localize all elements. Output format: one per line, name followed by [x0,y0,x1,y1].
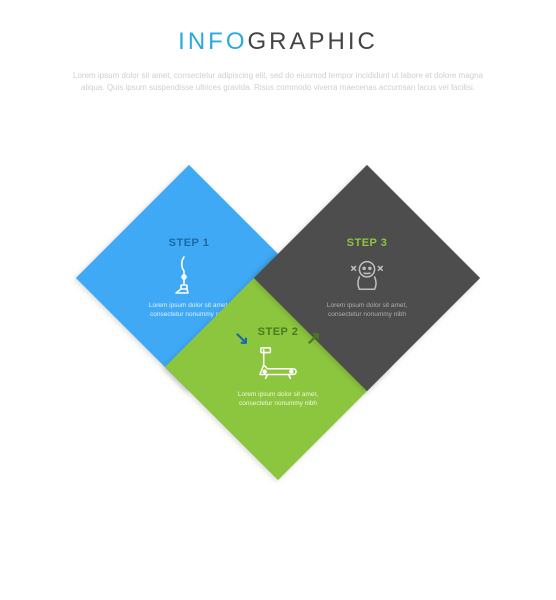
title-segment-2: graphic [247,28,377,55]
step-label: Step 2 [258,326,299,338]
title-segment-1: Info [178,28,247,55]
step-lorem: Lorem ipsum dolor sit amet, consectetur … [317,301,417,319]
header: Infographic Lorem ipsum dolor sit amet, … [0,0,556,94]
deaf-person-icon [347,255,387,295]
treadmill-icon [258,344,298,384]
diamond-step2: Step 2 Lorem ipsum dolor sit amet, conse… [165,254,391,480]
arrow-icon: ↘ [234,328,249,349]
page-title: Infographic [0,28,556,56]
step-label: Step 3 [347,237,388,249]
arrow-icon: ↗ [306,328,321,349]
page-subtitle: Lorem ipsum dolor sit amet, consectetur … [68,70,488,94]
diamond-step3: Step 3 Lorem ipsum dolor sit amet, conse… [254,165,480,391]
diamond-step1: Step 1 Lorem ipsum dolor sit amet, conse… [76,165,302,391]
step-lorem: Lorem ipsum dolor sit amet, consectetur … [139,301,239,319]
step-lorem: Lorem ipsum dolor sit amet, consectetur … [228,390,328,408]
step-label: Step 1 [169,237,210,249]
prosthetic-leg-icon [169,255,209,295]
